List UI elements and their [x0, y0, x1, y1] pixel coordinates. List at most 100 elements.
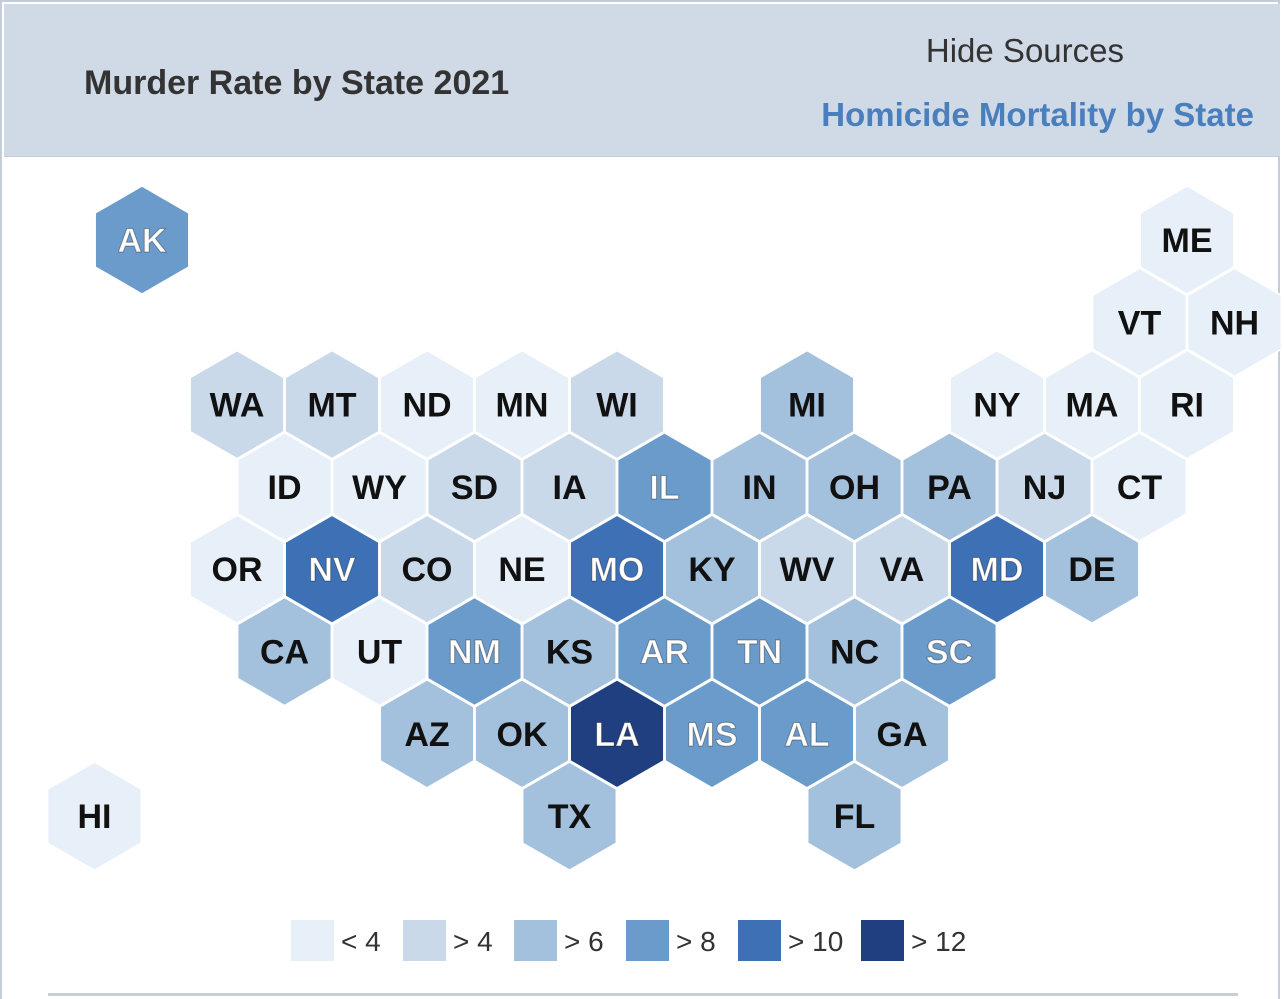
state-hex-ri[interactable]: RI: [1139, 349, 1235, 460]
hex-shape[interactable]: [236, 596, 333, 707]
hex-shape[interactable]: [474, 349, 570, 460]
state-hex-de[interactable]: DE: [1044, 514, 1140, 625]
hex-shape[interactable]: [664, 514, 760, 625]
state-hex-wi[interactable]: WI: [569, 349, 665, 460]
state-hex-tn[interactable]: TN: [711, 596, 808, 707]
hex-shape[interactable]: [759, 678, 855, 789]
state-hex-sd[interactable]: SD: [426, 432, 523, 542]
state-hex-sc[interactable]: SC: [901, 596, 998, 707]
state-hex-wa[interactable]: WA: [189, 349, 285, 460]
state-hex-pa[interactable]: PA: [901, 432, 998, 542]
state-hex-ak[interactable]: AK: [94, 185, 190, 295]
hex-shape[interactable]: [759, 514, 855, 625]
hex-shape[interactable]: [426, 432, 523, 542]
state-hex-id[interactable]: ID: [236, 432, 333, 542]
state-hex-ut[interactable]: UT: [331, 596, 428, 707]
hex-shape[interactable]: [284, 514, 380, 625]
hex-shape[interactable]: [1139, 349, 1235, 460]
hex-shape[interactable]: [759, 349, 855, 460]
hex-shape[interactable]: [379, 514, 475, 625]
hex-shape[interactable]: [949, 514, 1045, 625]
state-hex-ia[interactable]: IA: [521, 432, 618, 542]
hex-shape[interactable]: [616, 596, 713, 707]
hex-shape[interactable]: [46, 761, 143, 871]
hex-shape[interactable]: [569, 349, 665, 460]
state-hex-wv[interactable]: WV: [759, 514, 855, 625]
hex-shape[interactable]: [901, 596, 998, 707]
state-hex-ok[interactable]: OK: [474, 678, 570, 789]
hex-shape[interactable]: [284, 349, 380, 460]
state-hex-vt[interactable]: VT: [1091, 267, 1188, 378]
hex-shape[interactable]: [474, 678, 570, 789]
state-hex-mt[interactable]: MT: [284, 349, 380, 460]
state-hex-va[interactable]: VA: [854, 514, 950, 625]
state-hex-ct[interactable]: CT: [1091, 432, 1188, 542]
state-hex-ms[interactable]: MS: [664, 678, 760, 789]
state-hex-ne[interactable]: NE: [474, 514, 570, 625]
state-hex-co[interactable]: CO: [379, 514, 475, 625]
state-hex-nh[interactable]: NH: [1186, 267, 1283, 378]
state-hex-or[interactable]: OR: [189, 514, 285, 625]
hex-shape[interactable]: [806, 432, 903, 542]
state-hex-wy[interactable]: WY: [331, 432, 428, 542]
hex-shape[interactable]: [331, 596, 428, 707]
hex-shape[interactable]: [569, 514, 665, 625]
hex-shape[interactable]: [94, 185, 190, 295]
state-hex-ga[interactable]: GA: [854, 678, 950, 789]
hex-shape[interactable]: [474, 514, 570, 625]
hex-shape[interactable]: [854, 678, 950, 789]
hex-shape[interactable]: [854, 514, 950, 625]
state-hex-nd[interactable]: ND: [379, 349, 475, 460]
hex-shape[interactable]: [711, 596, 808, 707]
state-hex-mi[interactable]: MI: [759, 349, 855, 460]
state-hex-ks[interactable]: KS: [521, 596, 618, 707]
hex-shape[interactable]: [806, 761, 903, 871]
state-hex-ky[interactable]: KY: [664, 514, 760, 625]
hex-shape[interactable]: [521, 432, 618, 542]
hex-shape[interactable]: [331, 432, 428, 542]
hex-shape[interactable]: [1186, 267, 1283, 378]
hex-shape[interactable]: [996, 432, 1093, 542]
state-hex-az[interactable]: AZ: [379, 678, 475, 789]
hex-shape[interactable]: [521, 761, 618, 871]
state-hex-mn[interactable]: MN: [474, 349, 570, 460]
hex-shape[interactable]: [569, 678, 665, 789]
state-hex-nc[interactable]: NC: [806, 596, 903, 707]
hex-shape[interactable]: [1139, 185, 1235, 295]
hex-shape[interactable]: [806, 596, 903, 707]
state-hex-hi[interactable]: HI: [46, 761, 143, 871]
state-hex-nm[interactable]: NM: [426, 596, 523, 707]
state-hex-mo[interactable]: MO: [569, 514, 665, 625]
hex-shape[interactable]: [616, 432, 713, 542]
source-link[interactable]: Homicide Mortality by State: [821, 96, 1254, 133]
hex-shape[interactable]: [1044, 349, 1140, 460]
state-hex-nj[interactable]: NJ: [996, 432, 1093, 542]
hex-shape[interactable]: [1044, 514, 1140, 625]
state-hex-in[interactable]: IN: [711, 432, 808, 542]
state-hex-nv[interactable]: NV: [284, 514, 380, 625]
hex-shape[interactable]: [1091, 267, 1188, 378]
state-hex-tx[interactable]: TX: [521, 761, 618, 871]
hex-shape[interactable]: [379, 349, 475, 460]
hex-shape[interactable]: [379, 678, 475, 789]
hex-shape[interactable]: [949, 349, 1045, 460]
state-hex-la[interactable]: LA: [569, 678, 665, 789]
hex-shape[interactable]: [521, 596, 618, 707]
state-hex-ma[interactable]: MA: [1044, 349, 1140, 460]
state-hex-ca[interactable]: CA: [236, 596, 333, 707]
state-hex-al[interactable]: AL: [759, 678, 855, 789]
state-hex-md[interactable]: MD: [949, 514, 1045, 625]
state-hex-ar[interactable]: AR: [616, 596, 713, 707]
hex-shape[interactable]: [1091, 432, 1188, 542]
hex-shape[interactable]: [426, 596, 523, 707]
state-hex-il[interactable]: IL: [616, 432, 713, 542]
hex-shape[interactable]: [189, 514, 285, 625]
hex-shape[interactable]: [901, 432, 998, 542]
hex-shape[interactable]: [711, 432, 808, 542]
hide-sources-button[interactable]: Hide Sources: [925, 32, 1124, 69]
hex-shape[interactable]: [664, 678, 760, 789]
state-hex-ny[interactable]: NY: [949, 349, 1045, 460]
state-hex-oh[interactable]: OH: [806, 432, 903, 542]
state-hex-fl[interactable]: FL: [806, 761, 903, 871]
state-hex-me[interactable]: ME: [1139, 185, 1235, 295]
